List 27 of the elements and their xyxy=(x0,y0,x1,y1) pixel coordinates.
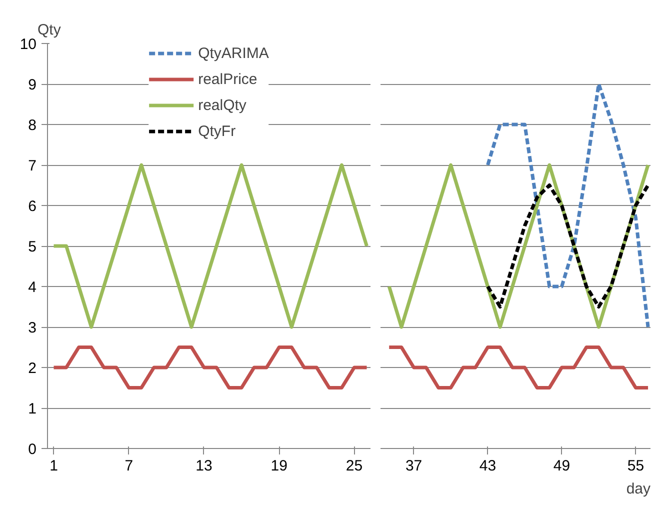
x-tick-label: 49 xyxy=(553,458,570,474)
legend-label: QtyARIMA xyxy=(198,44,269,62)
legend-label: realQty xyxy=(198,96,246,114)
x-tick-label: 13 xyxy=(196,458,212,474)
y-tick-label: 10 xyxy=(20,36,37,53)
x-tick-label: 43 xyxy=(479,458,496,474)
x-tick-label: 55 xyxy=(627,458,644,474)
y-tick-label: 4 xyxy=(28,279,36,296)
x-tick-label: 25 xyxy=(346,458,363,474)
y-tick-label: 0 xyxy=(28,441,36,458)
y-tick-label: 6 xyxy=(28,198,36,215)
y-tick-label: 5 xyxy=(28,238,36,256)
line-series xyxy=(52,163,368,329)
y-tick-label: 9 xyxy=(28,76,36,94)
x-tick-label: 37 xyxy=(405,458,422,474)
x-tick-label: 1 xyxy=(50,458,58,474)
y-tick-label: 1 xyxy=(28,400,36,418)
y-tick-label: 8 xyxy=(28,117,36,134)
x-tick-label: 7 xyxy=(124,458,134,474)
y-tick-label: 3 xyxy=(28,320,36,336)
x-tick-label: 19 xyxy=(270,458,288,474)
y-axis-title: Qty xyxy=(38,22,62,38)
y-tick-label: 7 xyxy=(28,158,36,174)
y-tick-label: 2 xyxy=(28,360,36,377)
x-axis-title: day xyxy=(626,480,651,498)
legend-label: QtyFr xyxy=(198,122,236,140)
legend-label: realPrice xyxy=(198,70,258,88)
